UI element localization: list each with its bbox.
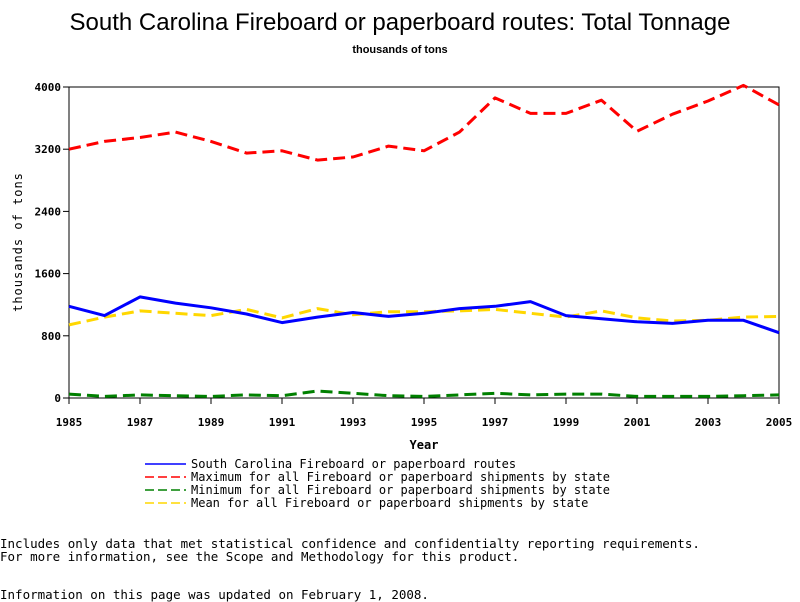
- x-tick-label-8: 2001: [624, 416, 651, 429]
- x-tick-label-0: 1985: [56, 416, 83, 429]
- x-tick-label-2: 1989: [198, 416, 225, 429]
- legend-label-2: Minimum for all Fireboard or paperboard …: [191, 483, 610, 497]
- plot-area: 0 800 1600 2400 3200 4000 1985 1987 1989 1991 1993…: [35, 81, 793, 429]
- legend-label-3: Mean for all Fireboard or paperboard shi…: [191, 496, 588, 510]
- y-tick-label-4: 3200: [35, 143, 62, 156]
- x-tick-label-7: 1999: [553, 416, 580, 429]
- legend: South Carolina Fireboard or paperboard r…: [145, 457, 610, 510]
- x-tick-label-6: 1997: [482, 416, 509, 429]
- x-tick-label-9: 2003: [695, 416, 722, 429]
- y-tick-label-0: 0: [54, 392, 61, 405]
- series-line-1: [68, 83, 780, 162]
- note-confidence: Includes only data that met statistical …: [0, 536, 700, 551]
- x-tick-label-1: 1987: [127, 416, 154, 429]
- legend-label-0: South Carolina Fireboard or paperboard r…: [191, 457, 516, 471]
- x-tick-label-10: 2005: [766, 416, 793, 429]
- note-updated: Information on this page was updated on …: [0, 587, 429, 602]
- y-axis-label: thousands of tons: [11, 172, 25, 312]
- chart-title: South Carolina Fireboard or paperboard r…: [70, 9, 731, 36]
- x-tick-label-5: 1995: [411, 416, 438, 429]
- series-line-0: [68, 295, 780, 335]
- y-tick-label-5: 4000: [35, 81, 62, 94]
- y-tick-label-2: 1600: [35, 268, 62, 281]
- x-tick-label-4: 1993: [340, 416, 367, 429]
- x-tick-label-3: 1991: [269, 416, 296, 429]
- series-line-3: [68, 307, 780, 327]
- note-methodology: For more information, see the Scope and …: [0, 549, 520, 564]
- series-line-2: [68, 389, 780, 398]
- y-tick-label-1: 800: [41, 330, 61, 343]
- chart-subtitle: thousands of tons: [352, 44, 447, 56]
- x-axis-label: Year: [410, 438, 439, 452]
- y-tick-label-3: 2400: [35, 205, 62, 218]
- legend-label-1: Maximum for all Fireboard or paperboard …: [191, 470, 610, 484]
